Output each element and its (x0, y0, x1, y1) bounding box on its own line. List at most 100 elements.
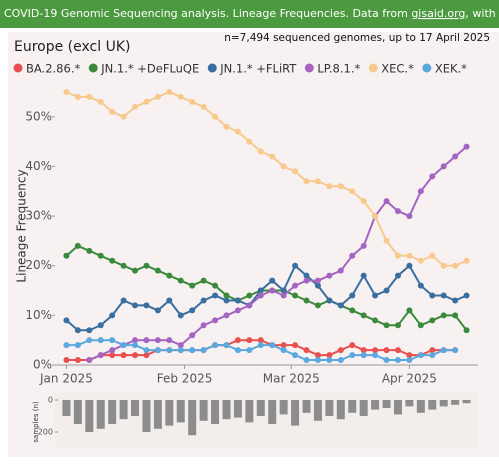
samples-bar (302, 400, 311, 413)
data-point (383, 322, 390, 329)
samples-bar (256, 400, 265, 416)
data-point (154, 93, 161, 100)
legend-label: XEK.* (435, 62, 467, 76)
data-point (166, 88, 173, 95)
data-point (406, 307, 413, 314)
data-point (349, 352, 356, 359)
samples-bar (325, 400, 334, 416)
data-point (143, 352, 150, 359)
samples-bar (142, 400, 151, 432)
data-point (394, 252, 401, 259)
header-link[interactable]: gisaid.org (411, 7, 465, 20)
chart-card (8, 32, 499, 457)
data-point (200, 103, 207, 110)
data-point (372, 352, 379, 359)
data-point (269, 277, 276, 284)
data-point (109, 352, 116, 359)
data-point (314, 357, 321, 364)
data-point (132, 103, 139, 110)
y-tick-label: 40% (25, 159, 52, 173)
data-point (417, 282, 424, 289)
samples-panel (55, 393, 478, 447)
data-point (74, 342, 81, 349)
data-point (154, 307, 161, 314)
data-point (303, 357, 310, 364)
legend-marker (368, 63, 378, 73)
legend-marker (304, 63, 314, 73)
legend-label: BA.2.86.* (26, 62, 80, 76)
x-tick-label: Mar 2025 (263, 372, 320, 386)
data-point (63, 317, 70, 324)
data-point (154, 347, 161, 354)
data-point (154, 267, 161, 274)
data-point (269, 342, 276, 349)
legend-label: JN.1.* +DeFLuQE (100, 62, 199, 76)
data-point (360, 198, 367, 205)
data-point (406, 252, 413, 259)
data-point (143, 337, 150, 344)
samples-bar (233, 400, 242, 418)
data-point (143, 262, 150, 269)
samples-bar (416, 400, 425, 413)
data-point (383, 198, 390, 205)
samples-axis-label: samples (n) (32, 401, 40, 442)
data-point (166, 347, 173, 354)
header-text: COVID-19 Genomic Sequencing analysis. Li… (4, 7, 499, 20)
samples-bar (313, 400, 322, 421)
data-point (440, 262, 447, 269)
data-point (212, 317, 219, 324)
y-tick-label: 20% (25, 258, 52, 272)
data-point (120, 342, 127, 349)
data-point (429, 173, 436, 180)
data-point (429, 352, 436, 359)
data-point (337, 302, 344, 309)
data-point (394, 208, 401, 215)
data-point (177, 347, 184, 354)
data-point (452, 262, 459, 269)
samples-bar (245, 400, 254, 423)
data-point (314, 352, 321, 359)
data-point (463, 143, 470, 150)
data-point (189, 282, 196, 289)
data-point (234, 337, 241, 344)
samples-bar (176, 400, 185, 423)
data-point (452, 347, 459, 354)
data-point (234, 297, 241, 304)
data-point (63, 88, 70, 95)
data-point (132, 267, 139, 274)
data-point (394, 322, 401, 329)
legend-label: XEC.* (381, 62, 414, 76)
samples-bar (96, 400, 105, 429)
data-point (200, 322, 207, 329)
data-point (189, 347, 196, 354)
data-point (234, 128, 241, 135)
samples-bar (153, 400, 162, 429)
data-point (132, 342, 139, 349)
data-point (97, 98, 104, 105)
data-point (143, 302, 150, 309)
samples-tick-label: 200 (38, 428, 53, 437)
data-point (109, 312, 116, 319)
data-point (292, 282, 299, 289)
data-point (303, 297, 310, 304)
data-point (360, 242, 367, 249)
data-point (383, 357, 390, 364)
data-point (280, 292, 287, 299)
data-point (86, 357, 93, 364)
data-point (257, 342, 264, 349)
samples-bar (291, 400, 300, 426)
data-point (74, 93, 81, 100)
samples-bar (165, 400, 174, 426)
header-part: , with (465, 7, 499, 20)
data-point (417, 352, 424, 359)
data-point (429, 347, 436, 354)
samples-bar (222, 400, 231, 420)
data-point (63, 252, 70, 259)
data-point (452, 153, 459, 160)
data-point (406, 352, 413, 359)
data-point (440, 163, 447, 170)
data-point (406, 357, 413, 364)
data-point (394, 347, 401, 354)
